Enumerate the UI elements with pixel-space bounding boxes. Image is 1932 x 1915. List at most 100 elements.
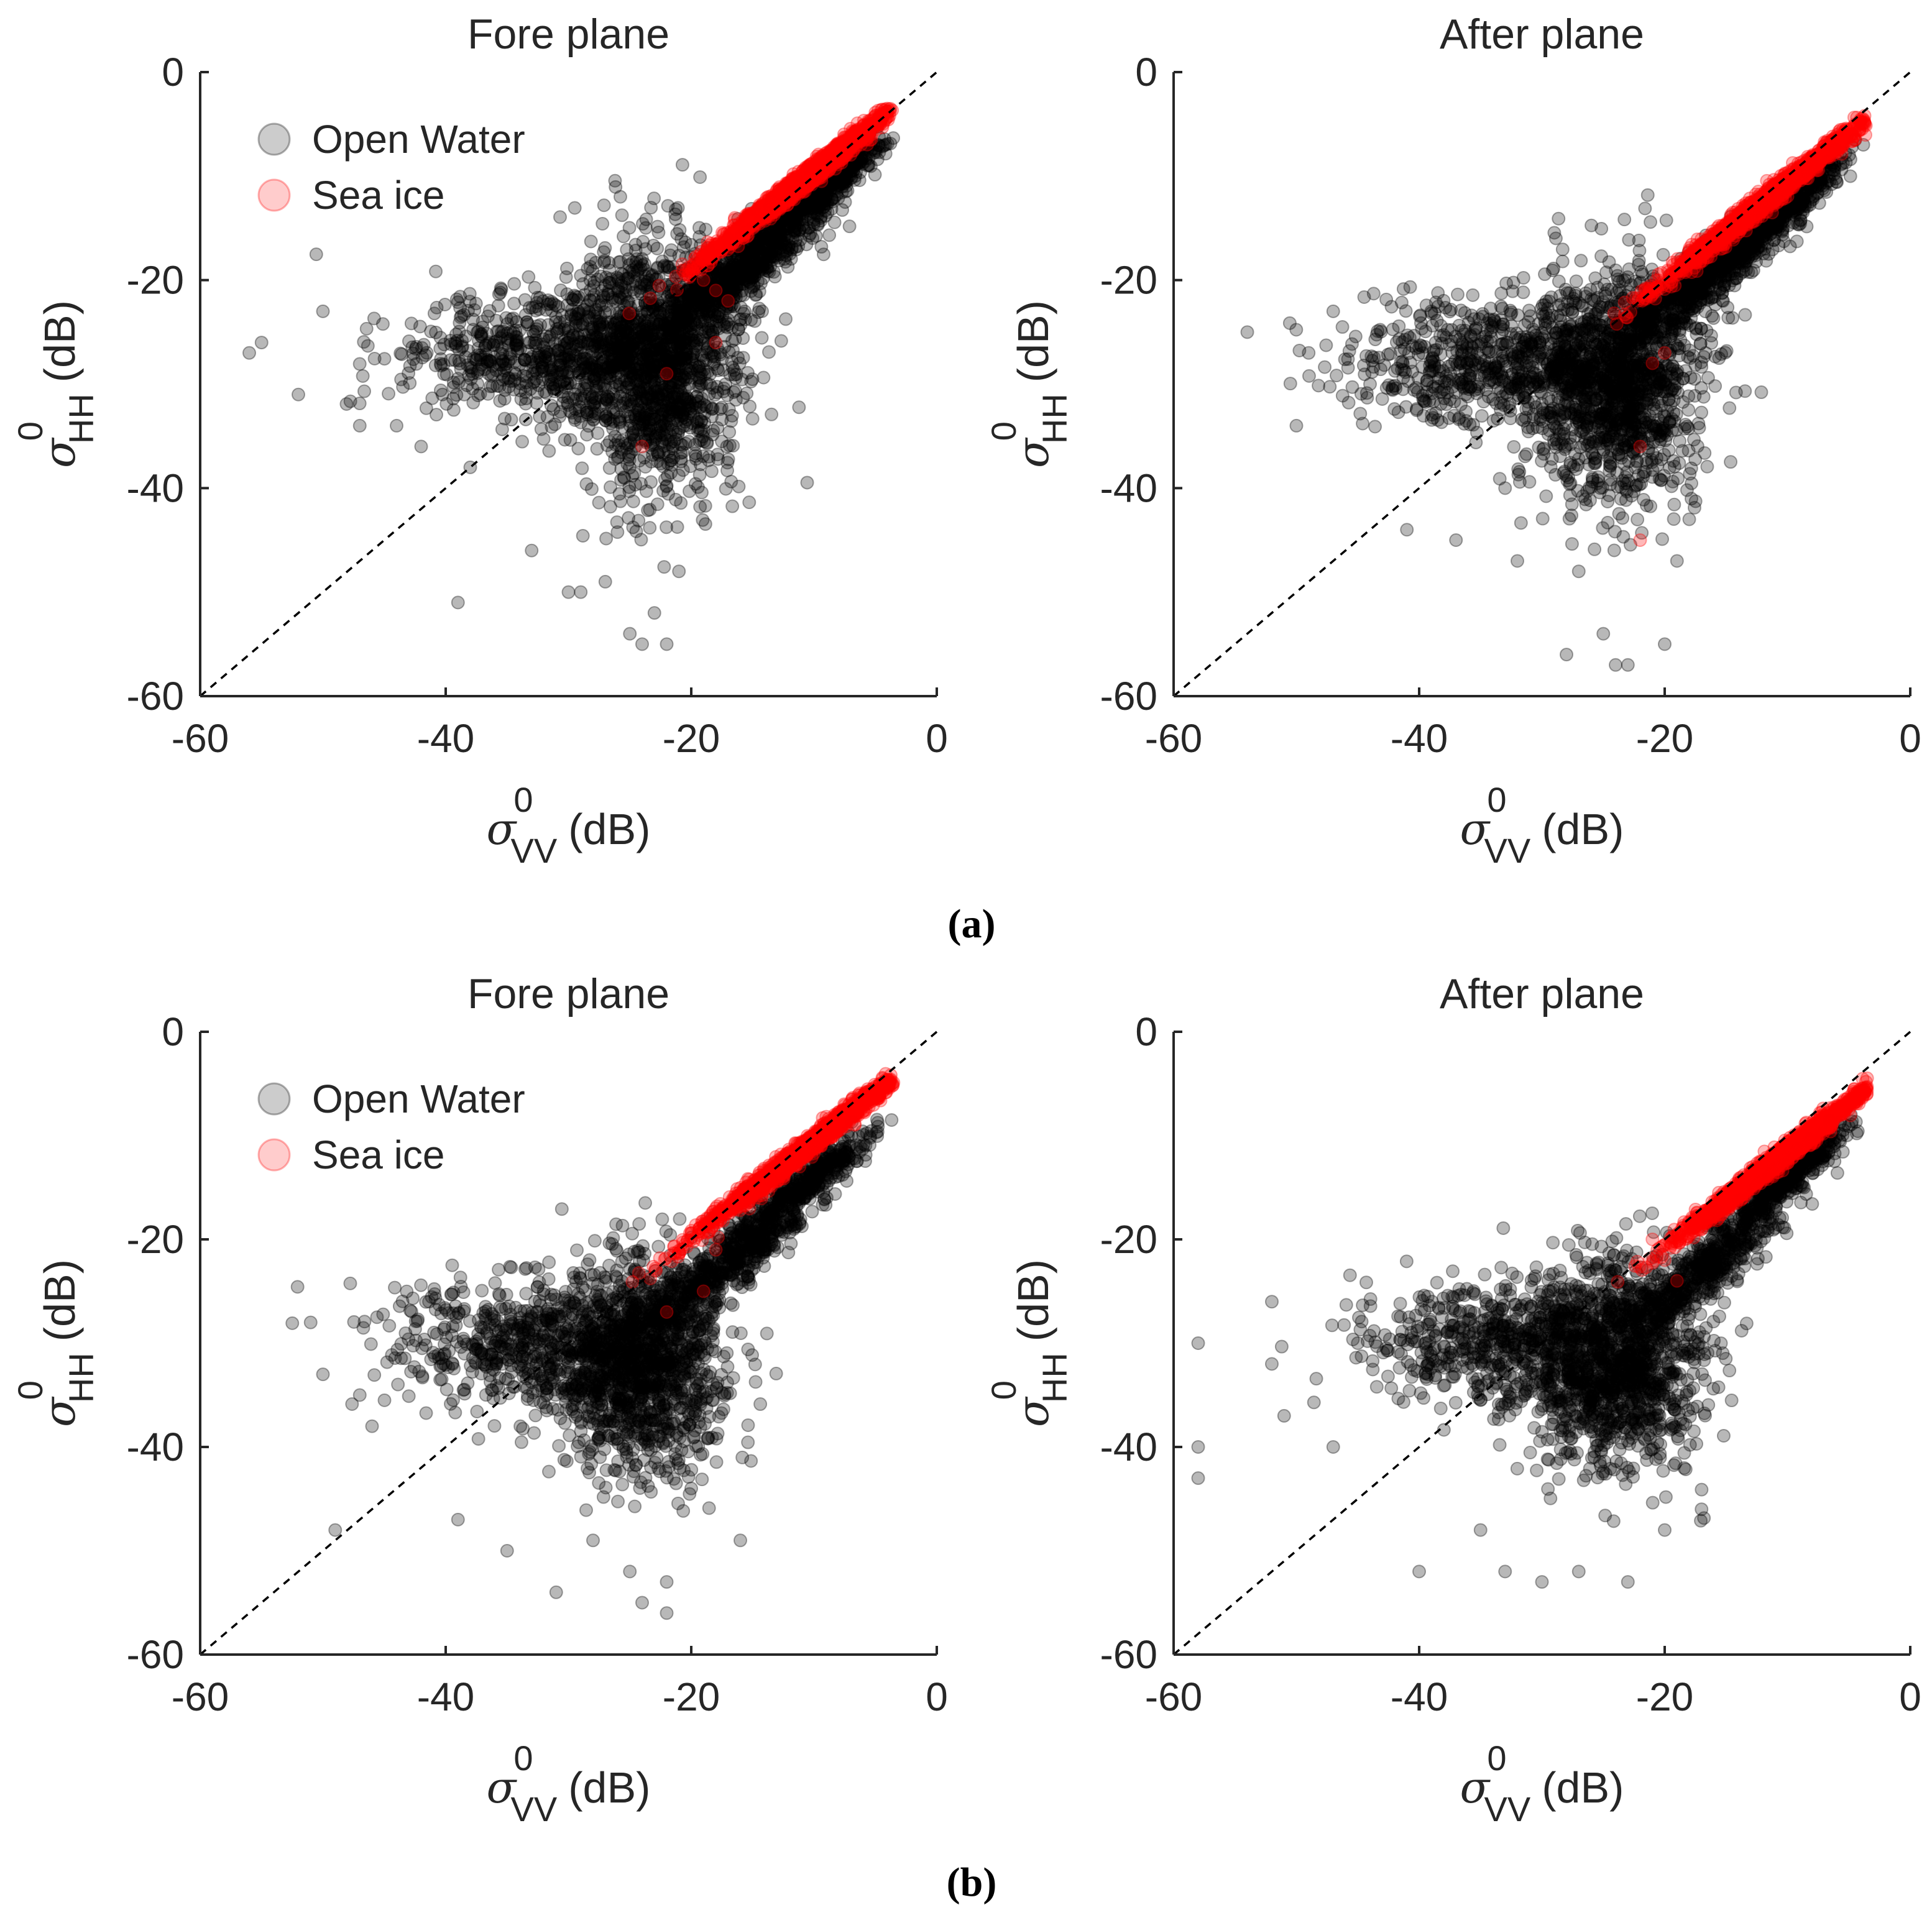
data-point [694,171,706,183]
data-point [495,282,507,295]
data-point [647,239,660,252]
data-point [622,362,635,374]
data-point [701,305,713,317]
data-point [672,398,684,411]
data-point [753,285,766,298]
data-point [694,500,706,513]
data-point [823,229,835,241]
x-tick-label: -60 [172,716,229,761]
data-point [354,358,366,370]
data-point [310,248,323,260]
data-point [430,408,443,421]
data-point [604,436,616,448]
data-point [574,586,587,599]
data-point [763,346,775,358]
data-point [638,404,650,416]
data-point [505,413,518,426]
data-point [706,382,719,394]
data-point [546,369,558,382]
data-point [595,270,607,283]
data-point [635,533,647,546]
data-point [616,209,628,221]
data-point [602,391,615,403]
data-point [665,454,677,467]
data-point [706,465,718,477]
data-point [734,319,747,331]
data-point [636,440,648,452]
data-point [632,269,644,282]
data-point [689,478,702,490]
x-tick-label: -20 [663,716,720,761]
data-point [604,481,617,494]
data-point [619,437,632,449]
data-point [573,332,586,344]
data-point [706,403,718,415]
data-point [382,387,395,400]
data-point [604,462,616,474]
data-point [602,257,615,269]
chart-title: Fore plane [467,11,669,58]
x-axis-label-unit: (dB) [568,805,650,853]
x-axis-label-subscript: VV [511,831,558,870]
data-point [713,305,725,317]
data-point [673,565,685,577]
data-point [801,476,813,489]
data-point [452,296,464,308]
data-point [757,372,770,384]
data-point [752,306,765,318]
data-point [659,338,671,351]
data-point [696,318,709,330]
data-point [255,336,268,349]
data-point [523,336,535,349]
data-point [691,395,704,407]
data-point [425,325,437,338]
data-point [368,312,380,324]
data-point [752,246,764,258]
data-point [522,271,535,283]
data-point [643,521,656,534]
data-point [358,385,370,398]
data-point [665,244,678,256]
data-point [617,269,629,281]
data-point [520,309,532,321]
data-point [563,351,576,364]
data-point [516,436,528,448]
data-point [243,347,255,359]
data-point [584,260,597,273]
data-point [689,438,701,451]
data-point [496,423,508,436]
data-point [354,397,366,410]
data-point [627,495,640,508]
data-point [616,421,628,434]
data-point [600,532,612,544]
data-point [623,307,635,319]
data-point [812,160,824,172]
data-point [511,334,523,347]
data-point [720,483,732,495]
data-point [452,596,464,608]
data-point [765,408,778,421]
data-point [379,352,391,365]
data-point [661,638,673,650]
data-point [564,434,577,446]
data-point [606,354,619,366]
data-point [577,530,589,542]
data-point [594,318,606,330]
data-point [482,388,494,400]
data-point [710,284,722,296]
data-point [292,388,305,401]
data-point [543,445,555,457]
data-point [538,433,550,445]
data-point [660,521,673,533]
data-point [668,296,680,309]
data-point [354,420,366,432]
data-point [599,576,612,588]
data-point [508,278,520,290]
data-point [642,504,654,517]
data-point [722,453,735,466]
data-point [474,353,487,365]
y-tick-label: -20 [127,258,185,303]
data-point [775,335,788,347]
data-point [476,331,488,343]
